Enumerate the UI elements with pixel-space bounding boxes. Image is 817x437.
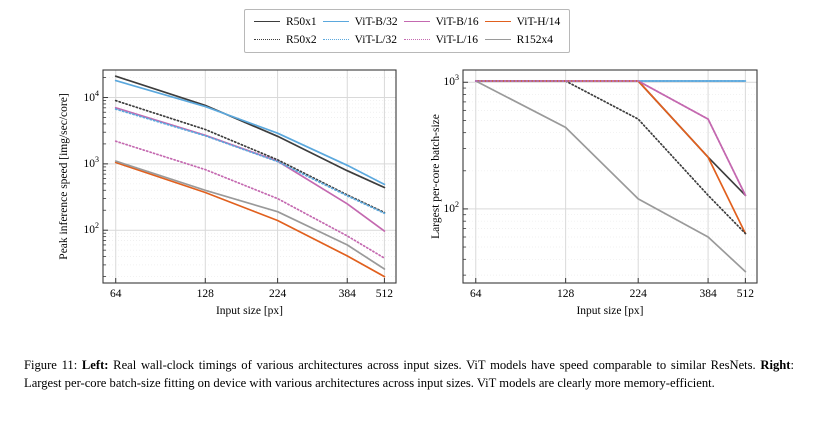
right-y-axis-label: Largest per-core batch-size	[430, 114, 442, 239]
left-y-axis-label: Peak inference speed [img/sec/core]	[58, 93, 70, 260]
caption-right-bold: Right	[760, 358, 791, 372]
right-x-axis-label: Input size [px]	[576, 305, 644, 317]
legend-label-5: ViT-L/32	[354, 34, 397, 46]
series-r50x1	[114, 75, 386, 189]
right-y-tick: 103	[443, 73, 460, 89]
right-x-tick: 64	[470, 288, 482, 300]
series-r50x2	[474, 80, 747, 235]
left-y-tick: 102	[83, 221, 100, 237]
legend-label-6: ViT-L/16	[435, 34, 478, 46]
series-vit-l-16	[114, 140, 386, 259]
legend-swatch-7	[482, 31, 514, 49]
caption-right-text: : Largest per-core batch-size fitting on…	[24, 358, 794, 390]
series-vit-b-32	[114, 79, 386, 186]
left-x-tick: 512	[375, 288, 394, 300]
series-r50x2	[114, 99, 386, 214]
left-x-axis-label: Input size [px]	[215, 305, 284, 317]
left-x-tick: 64	[109, 288, 122, 300]
series-vit-l-16	[474, 80, 747, 197]
right-x-tick: 128	[557, 288, 575, 300]
figure-legend: R50x1 ViT-B/32 ViT-B/16 ViT-H/14 R50x2 V…	[244, 9, 571, 53]
legend-swatch-5	[320, 31, 352, 49]
legend-swatch-6	[401, 31, 433, 49]
left-x-tick: 224	[268, 288, 287, 300]
legend-label-4: R50x2	[286, 34, 317, 46]
figure-plot-area	[102, 69, 758, 284]
caption-figure-number: Figure 11:	[24, 358, 78, 372]
series-r50x1	[474, 80, 747, 197]
left-x-tick: 128	[196, 288, 214, 300]
right-y-tick: 102	[443, 199, 460, 215]
legend-swatch-3	[482, 13, 514, 31]
right-x-tick: 384	[699, 288, 717, 300]
legend-label-3: ViT-H/14	[516, 16, 561, 28]
right-x-tick: 224	[629, 288, 647, 300]
series-r152x4	[474, 80, 747, 273]
left-y-tick: 104	[83, 88, 100, 104]
series-vit-l-32	[114, 108, 386, 215]
legend-swatch-2	[401, 13, 433, 31]
caption-left-bold: Left:	[81, 358, 109, 372]
right-x-tick: 512	[736, 288, 754, 300]
legend-swatch-1	[320, 13, 352, 31]
series-vit-b-16	[474, 80, 747, 197]
legend-label-7: R152x4	[516, 34, 554, 46]
left-x-tick: 384	[338, 288, 356, 300]
left-y-tick: 103	[83, 154, 100, 170]
legend-swatch-0	[251, 13, 283, 31]
series-r152x4	[114, 160, 386, 270]
figure-11: R50x1 ViT-B/32 ViT-B/16 ViT-H/14 R50x2 V…	[58, 9, 758, 317]
caption-left-text: Real wall-clock timings of various archi…	[108, 358, 761, 372]
series-vit-h-14	[114, 161, 386, 278]
figure-caption: Figure 11: Left: Real wall-clock timings…	[24, 357, 794, 393]
legend-label-0: R50x1	[286, 16, 317, 28]
legend-label-2: ViT-B/16	[435, 16, 479, 28]
legend-label-1: ViT-B/32	[354, 16, 398, 28]
legend-swatch-4	[251, 31, 283, 49]
